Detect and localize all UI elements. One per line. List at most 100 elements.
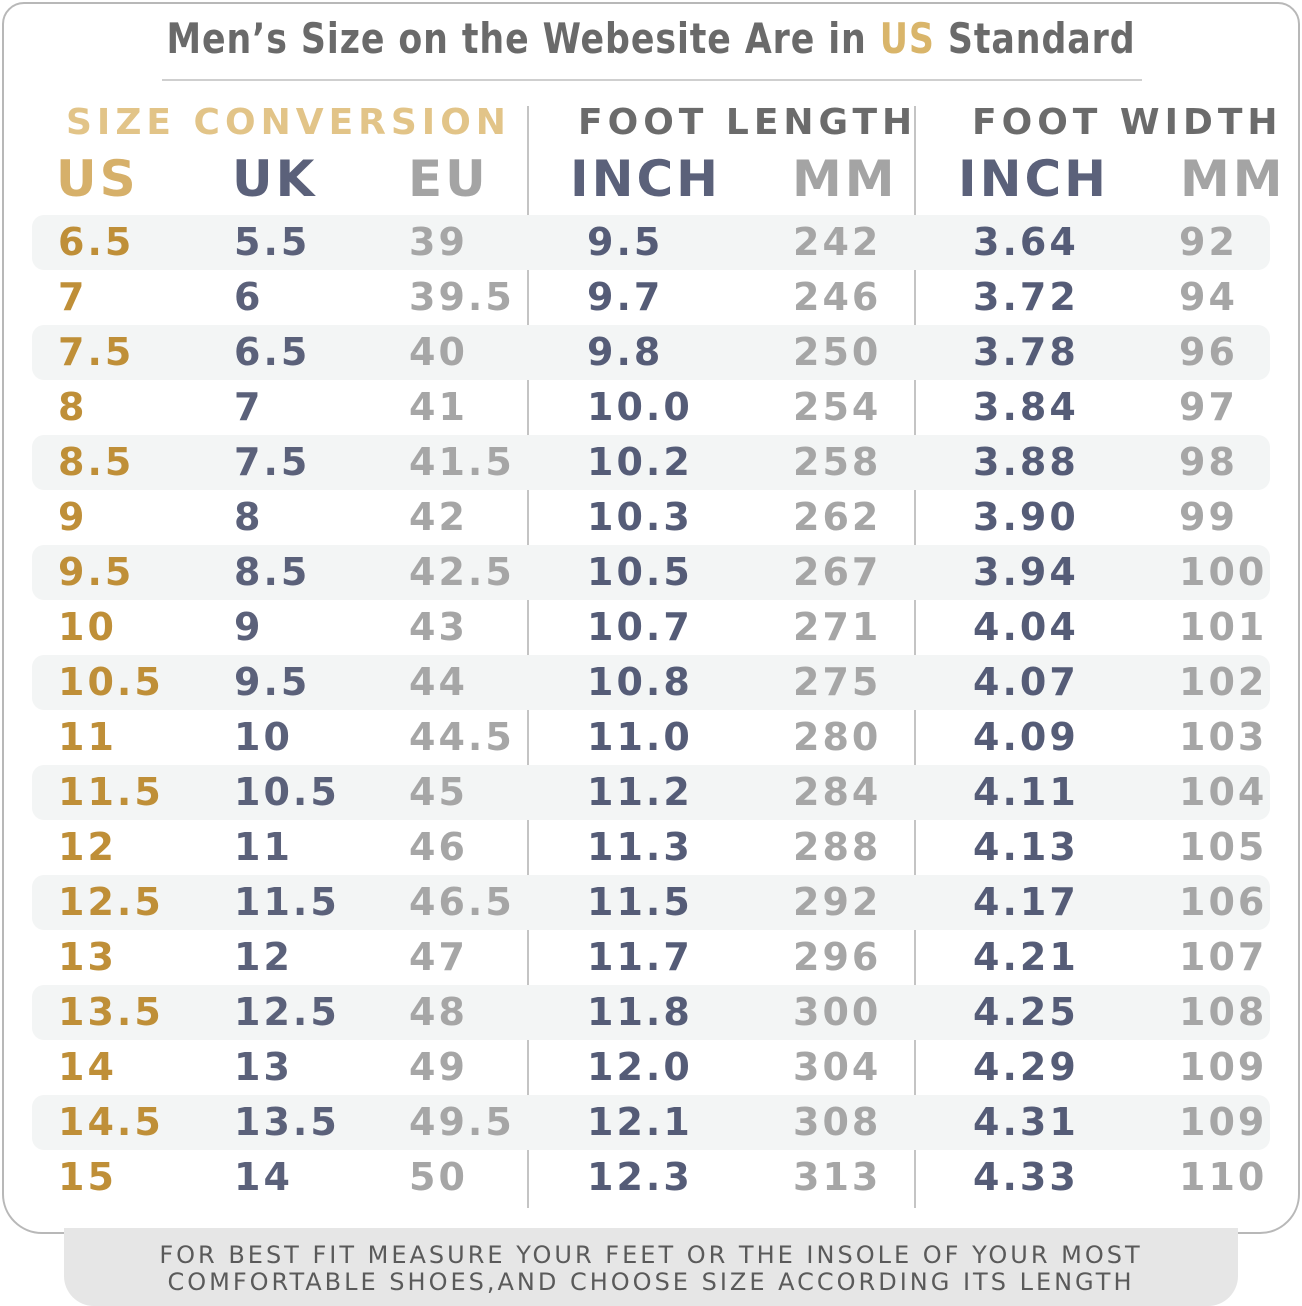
cell-width-inch: 4.17 <box>973 880 1079 924</box>
cell-us: 9.5 <box>58 550 135 594</box>
cell-width-mm: 105 <box>1179 825 1268 869</box>
cell-eu: 41.5 <box>409 440 515 484</box>
cell-width-inch: 3.90 <box>973 495 1079 539</box>
table-row: 8.5 7.5 41.5 10.2 258 3.88 98 <box>32 435 1270 490</box>
table-row: 6.5 5.5 39 9.5 242 3.64 92 <box>32 215 1270 270</box>
cell-us: 10 <box>58 605 117 649</box>
cell-width-inch: 4.11 <box>973 770 1079 814</box>
cell-width-inch: 3.84 <box>973 385 1079 429</box>
cell-us: 14.5 <box>58 1100 164 1144</box>
cell-eu: 40 <box>409 330 468 374</box>
cell-length-inch: 11.7 <box>587 935 693 979</box>
cell-width-inch: 4.07 <box>973 660 1079 704</box>
cell-eu: 45 <box>409 770 468 814</box>
cell-length-mm: 284 <box>793 770 882 814</box>
cell-width-mm: 101 <box>1179 605 1268 649</box>
cell-length-mm: 292 <box>793 880 882 924</box>
table-row: 13 12 47 11.7 296 4.21 107 <box>32 930 1270 985</box>
table-row: 7.5 6.5 40 9.8 250 3.78 96 <box>32 325 1270 380</box>
title-accent: US <box>879 14 935 63</box>
table-row: 10 9 43 10.7 271 4.04 101 <box>32 600 1270 655</box>
cell-us: 8 <box>58 385 88 429</box>
footer-line-1: FOR BEST FIT MEASURE YOUR FEET OR THE IN… <box>159 1241 1143 1269</box>
cell-eu: 48 <box>409 990 468 1034</box>
cell-length-mm: 275 <box>793 660 882 704</box>
cell-width-inch: 3.72 <box>973 275 1079 319</box>
group-header-size-conversion: SIZE CONVERSION <box>66 102 511 143</box>
cell-width-mm: 104 <box>1179 770 1268 814</box>
table-row: 7 6 39.5 9.7 246 3.72 94 <box>32 270 1270 325</box>
cell-length-mm: 300 <box>793 990 882 1034</box>
cell-width-mm: 106 <box>1179 880 1268 924</box>
cell-width-mm: 109 <box>1179 1100 1268 1144</box>
cell-eu: 39 <box>409 220 468 264</box>
cell-width-mm: 103 <box>1179 715 1268 759</box>
fit-advice-footer: FOR BEST FIT MEASURE YOUR FEET OR THE IN… <box>64 1228 1238 1306</box>
cell-length-mm: 304 <box>793 1045 882 1089</box>
cell-us: 8.5 <box>58 440 135 484</box>
cell-uk: 9 <box>234 605 264 649</box>
cell-width-inch: 4.13 <box>973 825 1079 869</box>
cell-length-mm: 254 <box>793 385 882 429</box>
cell-length-inch: 10.7 <box>587 605 693 649</box>
column-header-length-inch: INCH <box>570 150 721 208</box>
cell-eu: 49.5 <box>409 1100 515 1144</box>
cell-length-mm: 258 <box>793 440 882 484</box>
cell-eu: 46.5 <box>409 880 515 924</box>
table-row: 12.5 11.5 46.5 11.5 292 4.17 106 <box>32 875 1270 930</box>
cell-us: 12.5 <box>58 880 164 924</box>
cell-width-mm: 109 <box>1179 1045 1268 1089</box>
table-row: 15 14 50 12.3 313 4.33 110 <box>32 1150 1270 1205</box>
cell-uk: 14 <box>234 1155 293 1199</box>
cell-length-mm: 288 <box>793 825 882 869</box>
cell-uk: 7.5 <box>234 440 311 484</box>
table-row: 9 8 42 10.3 262 3.90 99 <box>32 490 1270 545</box>
cell-width-mm: 94 <box>1179 275 1238 319</box>
cell-width-mm: 107 <box>1179 935 1268 979</box>
cell-width-inch: 3.88 <box>973 440 1079 484</box>
cell-us: 13 <box>58 935 117 979</box>
cell-length-mm: 296 <box>793 935 882 979</box>
cell-length-inch: 11.8 <box>587 990 693 1034</box>
cell-length-mm: 313 <box>793 1155 882 1199</box>
cell-length-mm: 271 <box>793 605 882 649</box>
cell-eu: 49 <box>409 1045 468 1089</box>
cell-uk: 9.5 <box>234 660 311 704</box>
cell-length-inch: 11.5 <box>587 880 693 924</box>
cell-width-inch: 3.64 <box>973 220 1079 264</box>
cell-width-inch: 4.29 <box>973 1045 1079 1089</box>
cell-eu: 46 <box>409 825 468 869</box>
column-header-uk: UK <box>232 150 318 208</box>
cell-length-mm: 280 <box>793 715 882 759</box>
group-header-foot-width: FOOT WIDTH <box>972 102 1283 143</box>
cell-us: 7.5 <box>58 330 135 374</box>
cell-uk: 10.5 <box>234 770 340 814</box>
cell-width-inch: 4.21 <box>973 935 1079 979</box>
cell-length-inch: 12.3 <box>587 1155 693 1199</box>
cell-us: 13.5 <box>58 990 164 1034</box>
cell-uk: 10 <box>234 715 293 759</box>
cell-us: 14 <box>58 1045 117 1089</box>
cell-width-inch: 4.31 <box>973 1100 1079 1144</box>
cell-uk: 6 <box>234 275 264 319</box>
footer-line-2: COMFORTABLE SHOES,AND CHOOSE SIZE ACCORD… <box>167 1268 1135 1296</box>
cell-eu: 47 <box>409 935 468 979</box>
title-divider <box>162 79 1142 81</box>
cell-uk: 8.5 <box>234 550 311 594</box>
cell-uk: 6.5 <box>234 330 311 374</box>
cell-width-mm: 108 <box>1179 990 1268 1034</box>
cell-width-inch: 4.04 <box>973 605 1079 649</box>
table-row: 14.5 13.5 49.5 12.1 308 4.31 109 <box>32 1095 1270 1150</box>
cell-width-inch: 3.78 <box>973 330 1079 374</box>
cell-eu: 39.5 <box>409 275 515 319</box>
title-suffix: Standard <box>947 14 1136 63</box>
cell-length-inch: 10.8 <box>587 660 693 704</box>
cell-us: 11 <box>58 715 117 759</box>
cell-length-inch: 11.3 <box>587 825 693 869</box>
cell-length-mm: 308 <box>793 1100 882 1144</box>
cell-us: 6.5 <box>58 220 135 264</box>
cell-length-inch: 10.3 <box>587 495 693 539</box>
column-header-length-mm: MM <box>792 150 898 208</box>
cell-eu: 42.5 <box>409 550 515 594</box>
column-header-width-mm: MM <box>1180 150 1286 208</box>
